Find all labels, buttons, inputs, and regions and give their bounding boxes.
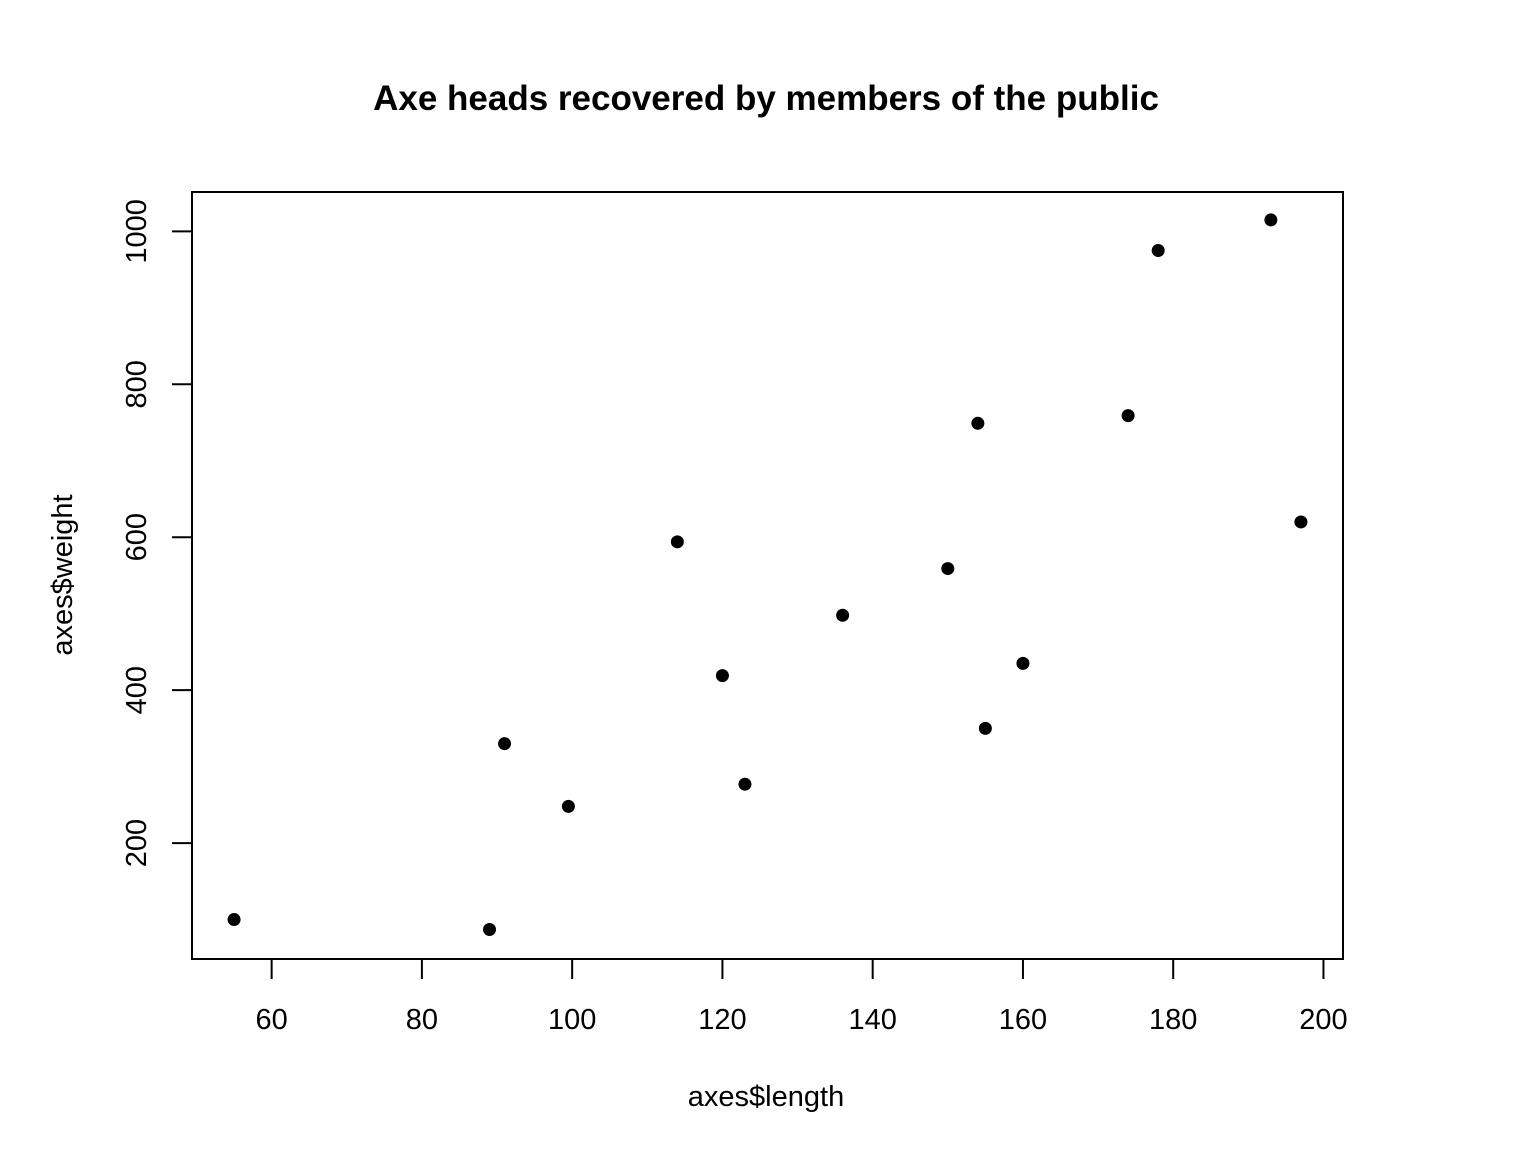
plot-frame	[191, 191, 1344, 960]
x-tick-label: 120	[698, 1004, 746, 1036]
x-tick-label: 60	[256, 1004, 288, 1036]
data-point	[498, 737, 512, 751]
x-tick-label: 80	[406, 1004, 438, 1036]
x-tick-label: 140	[848, 1004, 896, 1036]
data-point	[1151, 243, 1165, 257]
data-points	[227, 213, 1308, 936]
y-tick-label: 200	[121, 819, 153, 867]
y-tick-label: 1000	[121, 199, 153, 264]
x-tick-label: 180	[1149, 1004, 1197, 1036]
data-point	[483, 922, 497, 936]
data-point	[978, 721, 992, 735]
y-tick-label: 800	[121, 360, 153, 408]
data-point	[1294, 515, 1308, 529]
data-point	[715, 669, 729, 683]
data-point	[227, 913, 241, 927]
x-tick-label: 100	[548, 1004, 596, 1036]
chart-title: Axe heads recovered by members of the pu…	[373, 79, 1159, 118]
data-point	[1264, 213, 1278, 227]
data-point	[1016, 656, 1030, 670]
x-tick-label: 160	[999, 1004, 1047, 1036]
data-point	[836, 608, 850, 622]
data-point	[971, 416, 985, 430]
y-tick-label: 400	[121, 666, 153, 714]
data-point	[670, 535, 684, 549]
x-tick-label: 200	[1299, 1004, 1347, 1036]
y-axis-label: axes$weight	[47, 494, 79, 655]
data-point	[1121, 409, 1135, 423]
data-point	[561, 799, 575, 813]
y-axis: 200 400 600 800 1000	[121, 199, 193, 867]
x-axis-label: axes$length	[688, 1081, 844, 1113]
x-axis: 60 80 100 120 140 160 180 200	[256, 958, 1348, 1036]
data-point	[941, 562, 955, 576]
data-point	[738, 777, 752, 791]
y-tick-label: 600	[121, 513, 153, 561]
